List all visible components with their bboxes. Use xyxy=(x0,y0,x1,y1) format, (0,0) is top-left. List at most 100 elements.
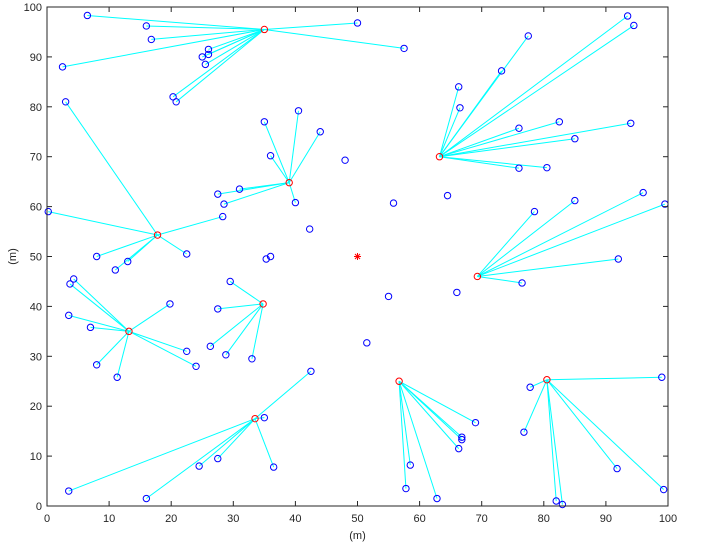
sensor-node xyxy=(260,118,269,126)
y-tick-label: 50 xyxy=(30,252,42,264)
sensor-node xyxy=(172,98,180,106)
sensor-node xyxy=(307,367,315,375)
sensor-node xyxy=(455,83,463,91)
base-station-layer xyxy=(354,253,361,260)
sensor-node xyxy=(515,124,523,132)
link-line xyxy=(439,127,520,158)
link-line xyxy=(146,418,256,499)
link-line xyxy=(128,303,171,332)
link-line xyxy=(477,200,576,277)
sensor-node xyxy=(571,135,579,143)
sensor-node xyxy=(124,257,132,266)
link-line xyxy=(151,28,265,40)
sensor-node xyxy=(614,255,623,263)
sensor-node xyxy=(195,462,203,470)
sensor-node xyxy=(520,428,528,436)
sensor-node xyxy=(166,300,174,308)
link-line xyxy=(254,370,312,420)
link-line xyxy=(546,379,618,469)
sensor-node xyxy=(83,11,92,20)
link-line xyxy=(477,192,644,277)
link-line xyxy=(546,379,557,502)
link-line xyxy=(205,29,265,65)
sensor-node xyxy=(111,266,120,274)
sensor-node xyxy=(262,255,270,263)
link-line xyxy=(439,122,631,158)
y-tick-label: 100 xyxy=(24,2,42,14)
link-line xyxy=(68,314,130,332)
sensor-node xyxy=(92,252,101,261)
link-line xyxy=(225,303,264,356)
sensor-node xyxy=(406,461,414,469)
sensor-node xyxy=(627,119,635,127)
y-tick-label: 20 xyxy=(30,401,42,413)
sensor-node xyxy=(248,355,256,363)
link-line xyxy=(198,418,256,467)
sensor-node xyxy=(389,199,398,207)
sensor-node xyxy=(555,118,564,126)
sensor-node xyxy=(183,250,191,258)
sensor-node xyxy=(44,207,52,216)
link-line xyxy=(438,86,460,157)
sensor-node xyxy=(453,288,461,297)
cluster-head-node xyxy=(285,178,293,187)
sensor-node xyxy=(214,305,222,313)
link-line xyxy=(48,211,158,236)
sensor-node xyxy=(65,487,73,495)
y-tick-label: 80 xyxy=(30,102,42,114)
sensor-node xyxy=(70,275,78,283)
link-line xyxy=(477,258,619,277)
sensor-node xyxy=(222,351,230,359)
x-ticks: 0 10 20 30 40 50 60 70 80 90 100 xyxy=(44,7,677,525)
link-line xyxy=(254,417,265,420)
y-tick-label: 40 xyxy=(30,301,42,313)
link-line xyxy=(68,418,256,492)
link-line xyxy=(254,418,275,468)
link-line xyxy=(62,28,265,68)
sensor-node xyxy=(402,484,410,493)
x-tick-label: 70 xyxy=(476,513,488,525)
link-line xyxy=(439,25,635,158)
base-station-marker xyxy=(354,253,361,260)
sensor-node xyxy=(142,22,151,30)
axes: 0 10 20 30 40 50 60 70 80 90 100 0 10 20 30 40 50 60 70 80… xyxy=(7,2,677,542)
link-line xyxy=(157,216,223,236)
sensor-node xyxy=(219,212,227,221)
link-line xyxy=(239,182,290,190)
sensor-node xyxy=(269,463,278,471)
link-line xyxy=(87,14,265,30)
link-line xyxy=(128,330,187,352)
x-tick-label: 90 xyxy=(600,513,612,525)
sensor-node xyxy=(201,60,210,69)
sensor-node xyxy=(659,485,668,494)
y-ticks: 0 10 20 30 40 50 60 70 80 90 100 xyxy=(24,2,668,513)
sensor-node xyxy=(226,277,234,286)
x-tick-label: 60 xyxy=(413,513,425,525)
sensor-node xyxy=(142,494,151,503)
x-tick-label: 30 xyxy=(227,513,239,525)
sensor-node xyxy=(113,373,121,381)
y-tick-label: 30 xyxy=(30,351,42,363)
link-line xyxy=(251,303,264,359)
sensor-node xyxy=(192,362,200,370)
sensor-node xyxy=(458,433,466,441)
link-line xyxy=(96,234,158,257)
cluster-head-node xyxy=(543,376,551,384)
sensor-node xyxy=(260,413,269,422)
sensor-node xyxy=(658,373,666,381)
link-line xyxy=(65,101,158,236)
link-line xyxy=(439,156,547,169)
link-line xyxy=(157,234,187,255)
cluster-head-node xyxy=(153,231,162,239)
y-tick-label: 10 xyxy=(30,451,42,463)
link-line xyxy=(217,418,256,459)
link-line xyxy=(116,331,130,378)
link-line xyxy=(546,376,662,381)
link-line xyxy=(398,381,411,466)
x-tick-label: 100 xyxy=(659,513,677,525)
x-tick-label: 10 xyxy=(103,513,115,525)
link-line xyxy=(439,107,461,157)
sensor-node xyxy=(183,347,191,356)
